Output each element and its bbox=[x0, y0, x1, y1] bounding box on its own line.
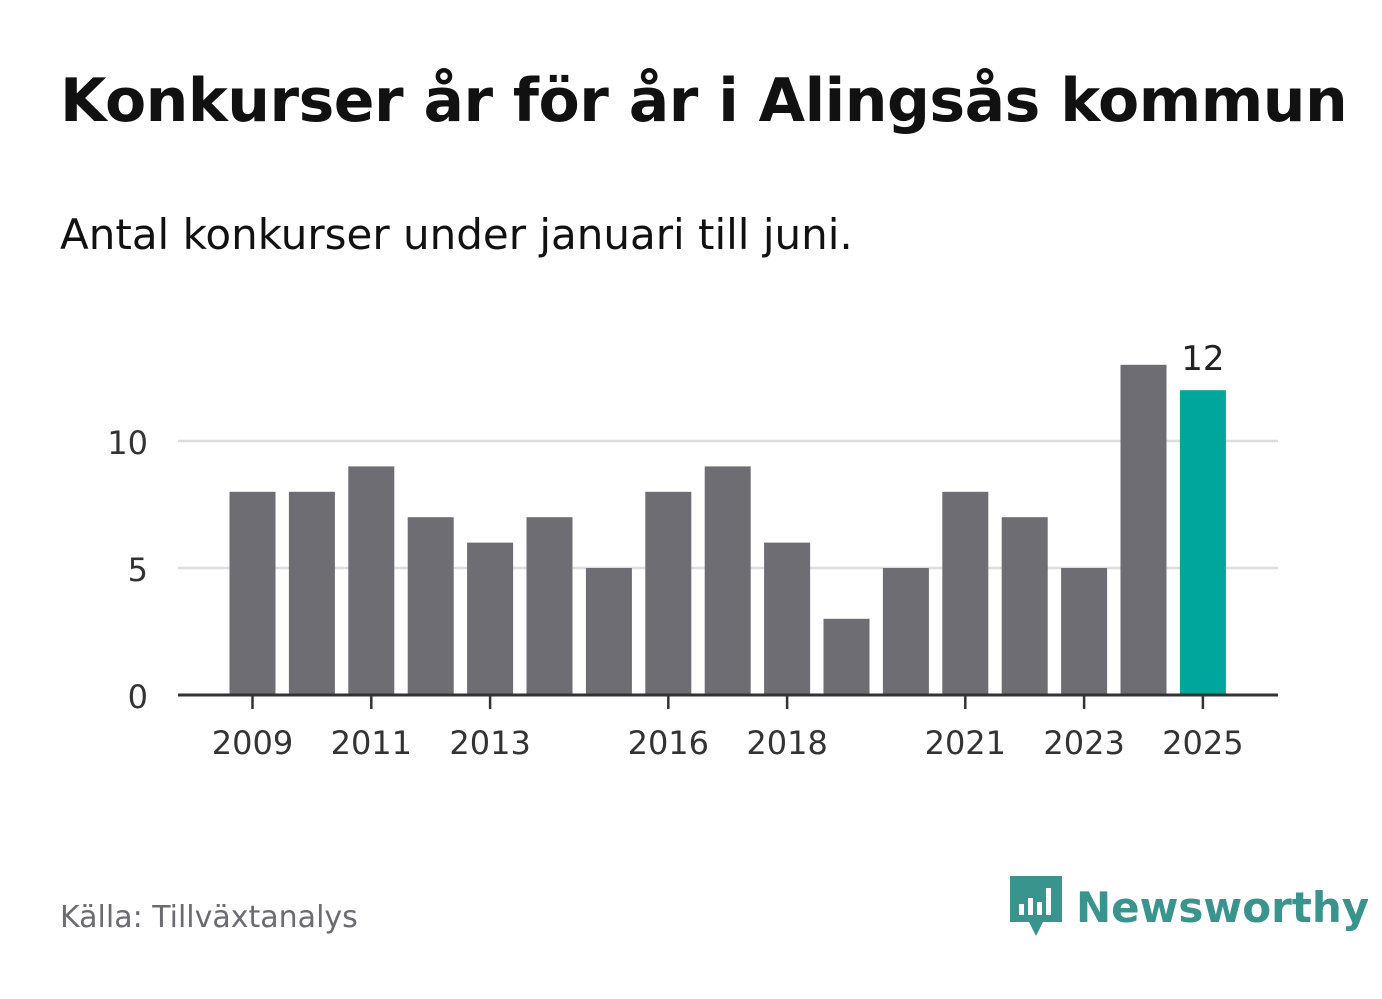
bar-2025 bbox=[1179, 390, 1226, 695]
chart-title: Konkurser år för år i Alingsås kommun bbox=[60, 66, 1348, 136]
bar-2020 bbox=[882, 568, 929, 695]
brand-name: Newsworthy bbox=[1076, 882, 1370, 932]
bar-2012 bbox=[407, 517, 454, 695]
bar-2021 bbox=[942, 491, 989, 695]
bar-2009 bbox=[229, 491, 276, 695]
x-tick-label: 2013 bbox=[449, 724, 530, 762]
x-tick-label: 2011 bbox=[331, 724, 412, 762]
x-tick-label: 2025 bbox=[1162, 724, 1243, 762]
x-tick-label: 2009 bbox=[212, 724, 293, 762]
bar-2011 bbox=[348, 466, 395, 695]
bar-2018 bbox=[764, 542, 811, 695]
data-label: 12 bbox=[1181, 339, 1224, 379]
y-tick-label: 5 bbox=[128, 551, 148, 589]
x-tick-label: 2023 bbox=[1043, 724, 1124, 762]
bar-2016 bbox=[645, 491, 692, 695]
bar-2023 bbox=[1061, 568, 1108, 695]
bar-2017 bbox=[704, 466, 751, 695]
bar-2010 bbox=[288, 491, 335, 695]
brand: Newsworthy bbox=[1010, 876, 1369, 938]
chart-subtitle: Antal konkurser under januari till juni. bbox=[60, 210, 853, 259]
bar-2019 bbox=[823, 618, 870, 695]
source-note: Källa: Tillväxtanalys bbox=[60, 900, 358, 935]
bar-2022 bbox=[1001, 517, 1048, 695]
bar-2013 bbox=[467, 542, 514, 695]
bar-2014 bbox=[526, 517, 573, 695]
bar-2015 bbox=[585, 568, 632, 695]
newsworthy-logo-icon bbox=[1010, 876, 1062, 936]
bar-2024 bbox=[1120, 364, 1167, 695]
x-tick-label: 2021 bbox=[925, 724, 1006, 762]
y-tick-label: 10 bbox=[107, 424, 148, 462]
x-tick-label: 2016 bbox=[628, 724, 709, 762]
y-tick-label: 0 bbox=[128, 678, 148, 716]
x-tick-label: 2018 bbox=[746, 724, 827, 762]
